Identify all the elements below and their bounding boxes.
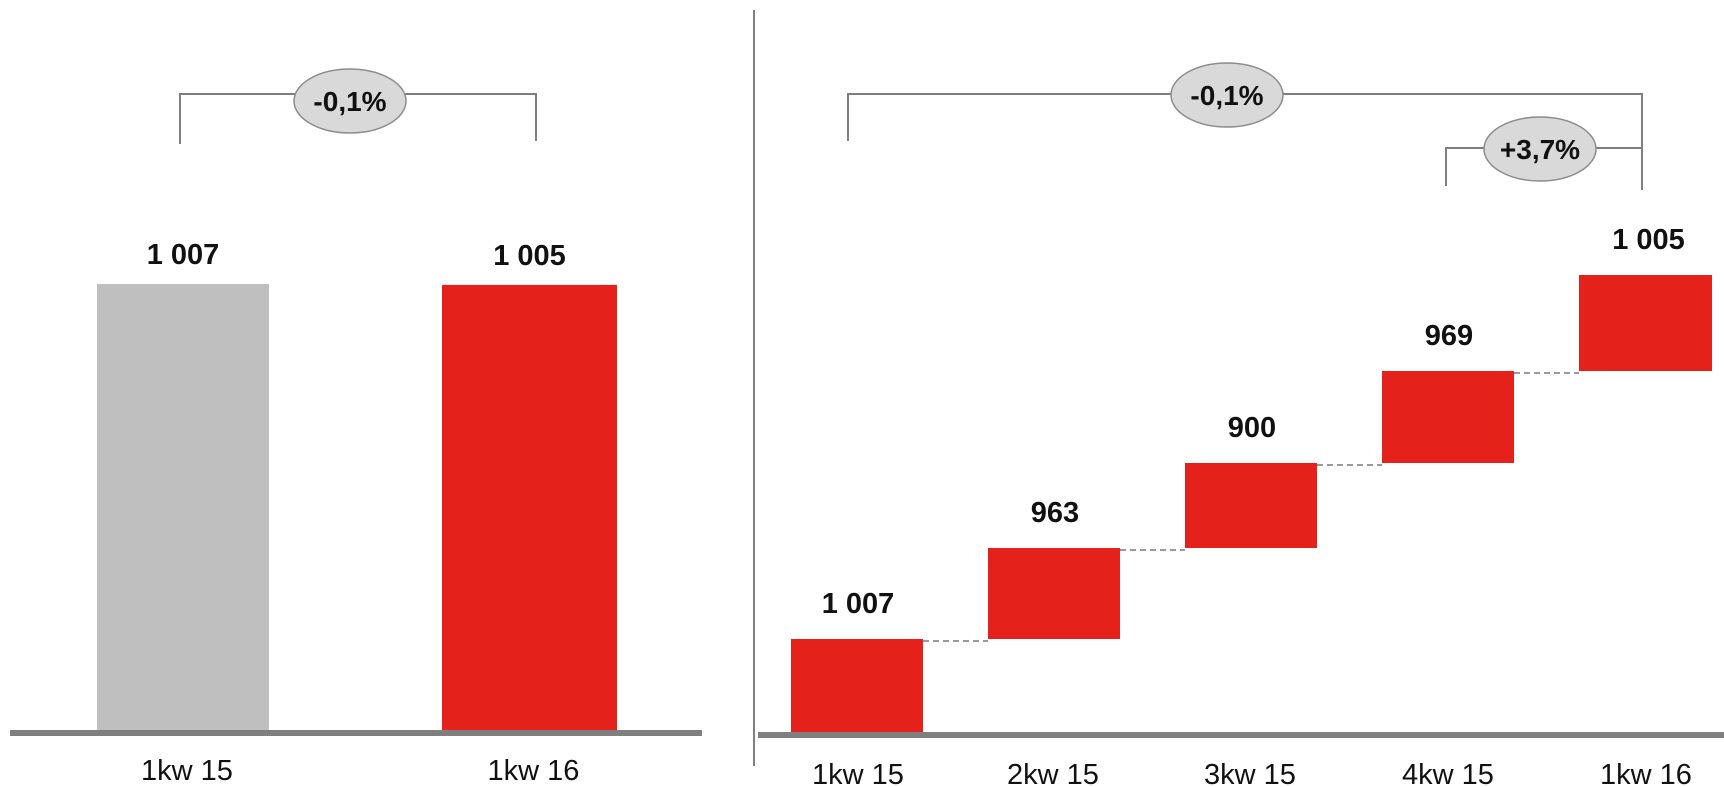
comparison-bracket-badge	[1170, 62, 1284, 128]
comparison-bracket: +3,7%	[1445, 116, 1643, 190]
x-tick-label: 1kw 16	[488, 755, 580, 787]
x-tick-label: 1kw 15	[141, 755, 233, 787]
x-tick-label: 1kw 16	[1600, 759, 1692, 787]
comparison-bracket-badge	[1483, 116, 1597, 182]
bar-1	[442, 284, 617, 732]
comparison-bracket: -0,1%	[179, 68, 537, 144]
bar-value-label: 963	[1031, 497, 1079, 529]
left-bar-chart: 1 007 1kw 15 1 005 1kw 16 -0,1%	[10, 68, 702, 787]
x-tick-label: 1kw 15	[812, 759, 904, 787]
bar-value-label: 1 005	[1612, 224, 1685, 256]
comparison-bracket-badge	[293, 68, 407, 134]
step-bar-0	[791, 639, 923, 734]
bar-value-label: 1 005	[493, 240, 566, 272]
step-bar-3	[1382, 371, 1514, 463]
step-bar-4	[1579, 275, 1712, 371]
comparison-bracket: -0,1%	[847, 62, 1643, 150]
step-bar-2	[1185, 463, 1317, 548]
comparison-bracket-label: +3,7%	[1500, 134, 1580, 165]
bar-value-label: 900	[1228, 412, 1276, 444]
bar-value-label: 1 007	[822, 588, 895, 620]
bar-0	[97, 284, 269, 732]
step-bar-1	[988, 548, 1120, 639]
right-step-chart: 1 007 1kw 15 963 2kw 15 900 3kw 15 969 4kw 15 1 …	[758, 62, 1724, 787]
x-tick-label: 2kw 15	[1007, 759, 1099, 787]
bar-value-label: 1 007	[147, 239, 220, 271]
x-tick-label: 3kw 15	[1204, 759, 1296, 787]
x-tick-label: 4kw 15	[1402, 759, 1494, 787]
comparison-bracket-label: -0,1%	[313, 86, 386, 117]
bar-value-label: 969	[1425, 320, 1473, 352]
comparison-bracket-label: -0,1%	[1190, 80, 1263, 111]
